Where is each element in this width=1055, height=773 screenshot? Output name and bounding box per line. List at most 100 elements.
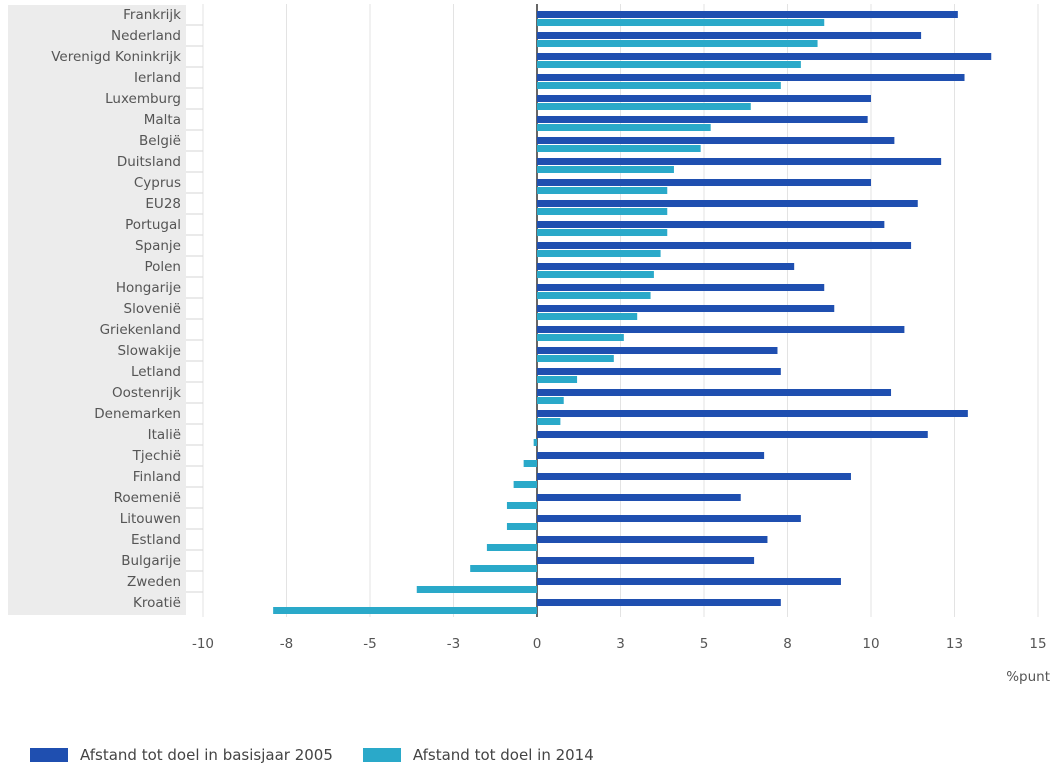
x-axis-ticks: -10 -8 -5 -3 0 3 5 8 10 13 15	[192, 636, 1047, 652]
bar-2005	[537, 221, 885, 228]
bar-2005	[537, 494, 741, 501]
bar-2014	[537, 250, 661, 257]
bar-2005	[537, 263, 795, 270]
bar-2005	[537, 389, 892, 396]
category-label: Malta	[144, 112, 181, 128]
tick-label: -3	[447, 636, 460, 652]
category-label: Zweden	[127, 574, 181, 590]
category-label: EU28	[145, 196, 181, 212]
bar-2014	[537, 208, 668, 215]
tick-label: 0	[533, 636, 542, 652]
bar-2014	[416, 586, 537, 593]
bar-2014	[537, 418, 561, 425]
legend-item-2014: Afstand tot doel in 2014	[362, 746, 594, 764]
tick-label: 15	[1029, 636, 1046, 652]
legend-swatch-2005	[30, 748, 68, 762]
bar-2014	[533, 439, 537, 446]
category-label: Slovenië	[124, 301, 182, 317]
category-label: Tjechië	[132, 448, 181, 464]
category-label: Letland	[131, 364, 181, 380]
category-label: België	[139, 133, 181, 149]
category-label: Frankrijk	[123, 7, 181, 23]
bar-series	[273, 11, 992, 614]
bar-2014	[537, 229, 668, 236]
legend-label-2014: Afstand tot doel in 2014	[412, 746, 594, 764]
bar-2014	[537, 145, 701, 152]
bar-2005	[537, 95, 871, 102]
bar-2005	[537, 578, 841, 585]
bar-2005	[537, 137, 895, 144]
bar-2014	[537, 313, 638, 320]
bar-2014	[537, 61, 801, 68]
category-label: Litouwen	[120, 511, 181, 527]
bar-2014	[470, 565, 537, 572]
label-panel	[8, 5, 186, 615]
category-label: Luxemburg	[105, 91, 181, 107]
tick-label: 8	[783, 636, 792, 652]
bar-2014	[537, 334, 624, 341]
bar-2014	[513, 481, 537, 488]
bar-2005	[537, 473, 851, 480]
tick-label: -10	[192, 636, 214, 652]
category-label: Denemarken	[94, 406, 181, 422]
category-label: Portugal	[125, 217, 181, 233]
bar-2005	[537, 242, 912, 249]
bar-2014	[537, 376, 578, 383]
bar-2005	[537, 431, 928, 438]
category-label: Estland	[131, 532, 181, 548]
category-label: Cyprus	[134, 175, 181, 191]
bar-2014	[486, 544, 537, 551]
bar-2014	[537, 40, 818, 47]
category-label: Spanje	[135, 238, 181, 254]
bar-2005	[537, 284, 825, 291]
bar-2014	[537, 166, 674, 173]
category-label: Polen	[144, 259, 181, 275]
bar-2014	[506, 502, 537, 509]
bar-2005	[537, 158, 942, 165]
category-label: Duitsland	[117, 154, 181, 170]
bar-2014	[537, 397, 564, 404]
bar-2005	[537, 599, 781, 606]
bar-2014	[537, 19, 825, 26]
category-label: Nederland	[111, 28, 181, 44]
bar-2014	[273, 607, 537, 614]
bar-2014	[537, 103, 751, 110]
bar-2005	[537, 368, 781, 375]
category-label: Kroatië	[133, 595, 181, 611]
category-label: Slowakije	[117, 343, 181, 359]
tick-label: 5	[700, 636, 709, 652]
tick-label: 13	[946, 636, 963, 652]
bar-2014	[537, 271, 654, 278]
category-label: Ierland	[134, 70, 181, 86]
bar-2005	[537, 200, 918, 207]
category-label: Griekenland	[100, 322, 181, 338]
legend: Afstand tot doel in basisjaar 2005 Afsta…	[30, 746, 624, 764]
tick-label: 10	[862, 636, 879, 652]
bar-2005	[537, 536, 768, 543]
tick-label: -5	[363, 636, 376, 652]
bar-2005	[537, 305, 835, 312]
tick-label: 3	[616, 636, 625, 652]
bar-2005	[537, 326, 905, 333]
x-axis-unit-label: %punt	[1006, 669, 1050, 685]
bar-2005	[537, 452, 765, 459]
legend-item-2005: Afstand tot doel in basisjaar 2005	[30, 746, 333, 764]
category-labels: Frankrijk Nederland Verenigd Koninkrijk Ier…	[51, 7, 181, 611]
bar-2005	[537, 74, 965, 81]
category-label: Verenigd Koninkrijk	[51, 49, 181, 65]
bar-2005	[537, 32, 922, 39]
bar-2014	[523, 460, 537, 467]
legend-swatch-2014	[362, 748, 401, 762]
bar-2005	[537, 53, 992, 60]
bar-chart: Frankrijk Nederland Verenigd Koninkrijk Ier…	[8, 4, 1050, 685]
category-label: Finland	[133, 469, 181, 485]
bar-2005	[537, 410, 968, 417]
category-label: Oostenrijk	[112, 385, 181, 401]
bar-2014	[537, 355, 614, 362]
category-label: Italië	[148, 427, 181, 443]
bar-2005	[537, 557, 755, 564]
bar-2014	[537, 124, 711, 131]
bar-2014	[506, 523, 537, 530]
category-label: Roemenië	[114, 490, 181, 506]
bar-2005	[537, 11, 958, 18]
